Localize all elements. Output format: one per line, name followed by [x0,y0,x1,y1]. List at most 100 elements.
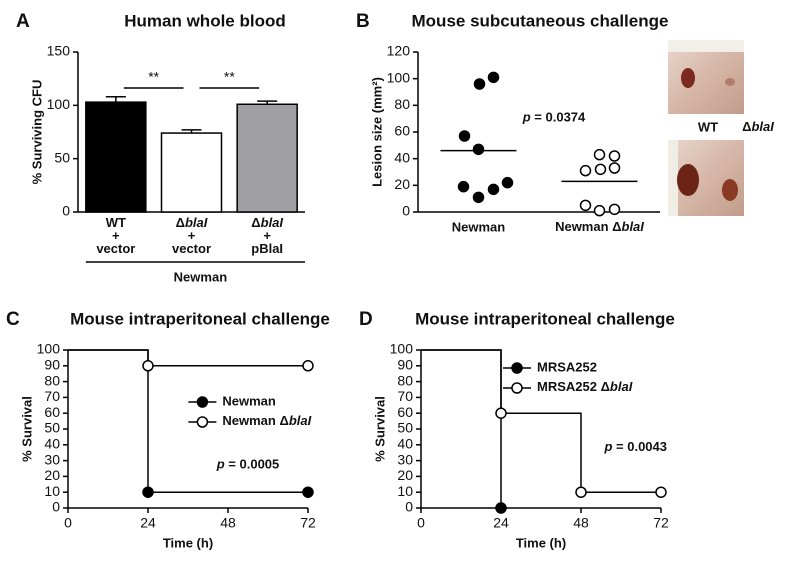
y-tick-label: 80 [44,372,60,388]
y-tick-label: 60 [397,404,413,420]
data-point [142,360,154,372]
survival-line [421,349,661,493]
x-tick-label: 48 [573,515,589,531]
chart-title: Human whole blood [124,11,286,30]
y-tick-label: 20 [44,467,60,483]
x-tick-label: 24 [140,515,156,531]
data-point [594,163,607,176]
x-tick-label: WT + vector [96,215,135,256]
y-tick-label: 50 [397,420,413,436]
y-tick-label: 100 [390,341,414,357]
y-tick-label: 30 [397,451,413,467]
data-point [608,162,621,174]
x-tick-label: ΔblaI + pBlaI [251,215,283,256]
y-tick-label: 0 [62,203,70,219]
legend-label: MRSA252 ΔblaI [537,379,633,394]
x-tick-label: ΔblaI + vector [172,215,211,256]
data-point [655,486,667,498]
legend-label: Newman [222,393,276,408]
x-tick-label: 24 [493,515,509,531]
y-tick-label: 0 [52,499,60,515]
data-point [302,360,314,372]
y-tick-label: 20 [394,176,410,192]
x-tick-label: 72 [300,515,316,531]
photo-bottom [668,140,744,216]
image-label: ΔblaI [742,119,774,134]
legend-marker [196,416,209,428]
bar [160,132,223,213]
p-value: p = 0.0043 [603,439,667,454]
y-tick-label: 50 [44,420,60,436]
y-axis-label: % Survival [372,396,387,462]
y-tick-label: 40 [394,149,410,165]
y-tick-label: 30 [44,451,60,467]
data-point [473,78,486,90]
y-tick-label: 80 [397,372,413,388]
y-tick-label: 120 [387,43,411,59]
legend-label: MRSA252 [537,359,597,374]
photo-top [668,40,744,114]
data-point [472,143,485,156]
y-tick-label: 10 [397,483,413,499]
x-tick-label: 0 [417,515,425,531]
y-tick-label: 70 [44,388,60,404]
data-point [487,183,500,196]
data-point [579,164,592,177]
y-tick-label: 10 [44,483,60,499]
x-tick-label: 72 [653,515,669,531]
legend-marker [196,396,209,408]
y-tick-label: 70 [397,388,413,404]
data-point [495,502,507,514]
y-tick-label: 100 [387,69,411,85]
y-tick-label: 150 [47,43,71,59]
y-tick-label: 0 [405,499,413,515]
y-axis-label: % Survival [19,396,34,462]
chart-title: Mouse subcutaneous challenge [412,11,669,30]
survival-line [421,349,502,508]
data-point [487,71,500,84]
chart-title: Mouse intraperitoneal challenge [415,309,675,328]
x-tick-label: 48 [220,515,236,531]
panel-label: D [359,309,373,330]
data-point [575,486,587,498]
chart-title: Mouse intraperitoneal challenge [70,309,330,328]
data-point [495,407,507,419]
data-point [501,176,514,189]
x-tick-label: Newman [452,219,506,234]
bar [236,103,298,213]
data-point [458,130,471,142]
panel-label: B [356,11,370,32]
y-tick-label: 40 [397,436,413,452]
legend-label: Newman ΔblaI [222,413,311,428]
panel-label: C [6,309,20,330]
y-tick-label: 40 [44,436,60,452]
image-label: WT [698,119,718,134]
data-point [579,199,592,212]
y-tick-label: 90 [397,357,413,373]
panel-label: A [16,11,30,32]
x-tick-label: Newman ΔblaI [555,219,644,234]
significance-label: ** [224,69,235,85]
y-tick-label: 100 [37,341,61,357]
x-axis-label: Time (h) [163,535,213,550]
data-point [457,180,470,193]
x-tick-label: 0 [64,515,72,531]
y-tick-label: 60 [44,404,60,420]
y-tick-label: 90 [44,357,60,373]
bar [85,101,147,213]
data-point [142,486,154,498]
x-axis-label: Time (h) [516,535,566,550]
group-label: Newman [174,269,228,284]
y-tick-label: 100 [47,96,71,112]
significance-label: ** [148,69,159,85]
y-axis-label: % Surviving CFU [29,80,44,185]
p-value: p = 0.0005 [216,457,280,472]
survival-line [68,349,308,367]
legend-marker [511,382,523,394]
y-tick-label: 60 [394,123,410,139]
y-tick-label: 50 [54,149,70,165]
data-point [472,191,485,204]
data-point [608,203,621,216]
y-tick-label: 80 [394,96,410,112]
